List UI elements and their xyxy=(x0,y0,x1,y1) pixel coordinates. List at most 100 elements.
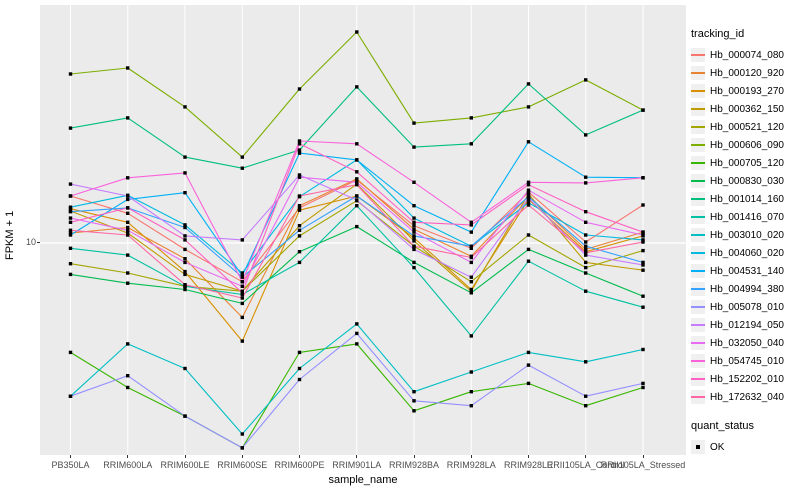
data-point xyxy=(641,347,645,352)
data-point xyxy=(297,377,302,382)
data-point xyxy=(355,142,359,146)
legend-key-line-icon xyxy=(691,210,705,224)
data-point xyxy=(412,220,416,224)
line-chart xyxy=(40,5,686,455)
data-point xyxy=(126,116,130,120)
data-point xyxy=(584,260,588,265)
data-point xyxy=(297,350,302,355)
legend-item-label: Hb_000362_150 xyxy=(710,103,784,115)
data-point xyxy=(412,236,416,240)
data-point xyxy=(641,248,645,253)
legend-key-line-icon xyxy=(691,390,705,404)
data-point xyxy=(68,194,73,198)
legend-key-line-icon xyxy=(691,282,705,296)
data-point xyxy=(183,171,187,175)
data-point xyxy=(469,390,473,394)
legend-item: Hb_005078_010 xyxy=(691,298,799,316)
legend-item-label: Hb_054745_010 xyxy=(710,355,784,367)
data-point xyxy=(126,374,130,378)
data-point xyxy=(412,224,416,228)
data-point xyxy=(641,305,645,309)
data-point xyxy=(526,196,531,200)
data-point xyxy=(584,175,588,179)
data-point xyxy=(412,244,416,248)
data-point xyxy=(469,291,473,295)
data-point xyxy=(126,176,130,180)
x-tick-mark xyxy=(70,455,71,458)
data-point xyxy=(355,194,359,198)
data-point xyxy=(412,265,416,270)
data-point xyxy=(297,139,302,143)
legend-item: Hb_000705_120 xyxy=(691,154,799,172)
data-point xyxy=(584,265,588,270)
data-point xyxy=(240,238,244,242)
data-point xyxy=(641,263,645,267)
data-point xyxy=(526,233,531,237)
legend-item: Hb_152202_010 xyxy=(691,370,799,388)
data-point xyxy=(469,230,473,234)
legend-item-label: Hb_001416_070 xyxy=(710,211,784,223)
legend-item-label: Hb_172632_040 xyxy=(710,391,784,403)
data-point xyxy=(641,230,645,234)
data-point xyxy=(183,225,187,230)
data-point xyxy=(183,260,187,265)
data-point xyxy=(355,198,359,202)
legend-key-line-icon xyxy=(691,138,705,152)
data-point xyxy=(526,183,531,187)
data-point xyxy=(183,238,187,242)
data-point xyxy=(641,385,645,390)
data-point xyxy=(469,116,473,120)
x-tick-label: RRIM600SE xyxy=(217,460,268,470)
data-point xyxy=(584,289,588,293)
data-point xyxy=(584,404,588,408)
data-point xyxy=(183,191,187,195)
legend-item-label: Hb_000074_080 xyxy=(710,49,784,61)
legend-item-label: Hb_005078_010 xyxy=(710,301,784,313)
data-point xyxy=(126,271,130,275)
data-point xyxy=(412,145,416,149)
y-tick-mark xyxy=(37,242,40,243)
legend-item-label: Hb_012194_050 xyxy=(710,319,784,331)
data-point xyxy=(526,190,531,194)
data-point xyxy=(297,260,302,265)
data-point xyxy=(412,230,416,234)
legend-key-line-icon xyxy=(691,372,705,386)
data-point xyxy=(68,350,73,355)
legend-items-tracking-id: Hb_000074_080 Hb_000120_920 Hb_000193_270 H… xyxy=(691,46,799,406)
data-point xyxy=(641,108,645,112)
x-tick-mark xyxy=(184,455,186,458)
data-point xyxy=(412,260,416,265)
legend-item-label: Hb_000193_270 xyxy=(710,85,784,97)
legend-item-label: Hb_004531_140 xyxy=(710,265,784,277)
legend-item: Hb_000120_920 xyxy=(691,64,799,82)
legend-item-label: Hb_003010_020 xyxy=(710,229,784,241)
data-point xyxy=(68,216,73,220)
data-point xyxy=(412,247,416,252)
data-point xyxy=(183,269,187,274)
data-point xyxy=(240,446,244,450)
x-tick-label: RRIM600LE xyxy=(160,460,210,470)
data-point xyxy=(297,142,302,146)
data-point xyxy=(297,228,302,232)
data-point xyxy=(240,271,244,275)
data-point xyxy=(584,251,588,255)
data-point xyxy=(240,339,244,343)
data-point xyxy=(584,220,588,224)
data-point xyxy=(126,194,130,198)
y-tick-label: 10 xyxy=(25,237,36,247)
data-point xyxy=(526,140,531,144)
data-point xyxy=(584,78,588,82)
legend-item-label: Hb_004060_020 xyxy=(710,247,784,259)
data-point xyxy=(526,259,531,263)
data-point xyxy=(412,216,416,220)
legend-item: Hb_000830_030 xyxy=(691,172,799,190)
legend-key-line-icon xyxy=(691,336,705,350)
data-point xyxy=(297,208,302,212)
data-point xyxy=(641,203,645,207)
legend-items-quant-status: OK xyxy=(691,438,799,456)
x-tick-mark xyxy=(413,455,415,458)
data-point xyxy=(412,180,416,184)
data-point xyxy=(469,244,473,248)
data-point xyxy=(68,394,73,398)
legend-item-label: Hb_032050_040 xyxy=(710,337,784,349)
